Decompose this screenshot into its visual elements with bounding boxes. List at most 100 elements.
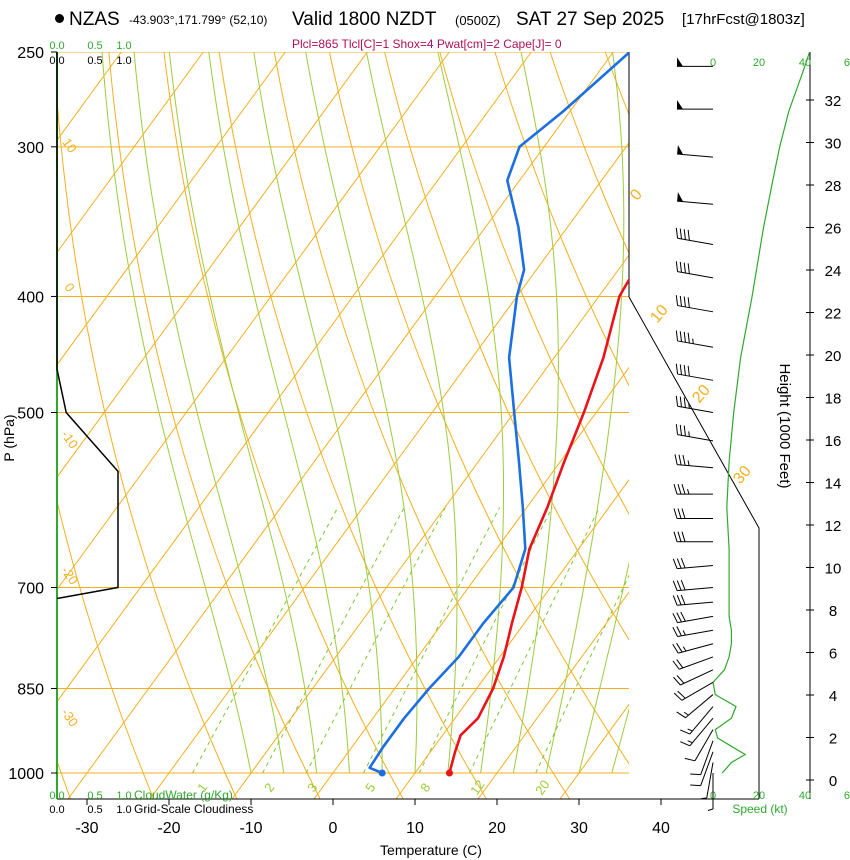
wind-barb-feather: [676, 642, 683, 653]
wind-barb-flag: [677, 192, 684, 202]
wind-barb-feather: [683, 296, 686, 308]
wind-barb-staff: [700, 740, 714, 775]
wind-barb-feather: [677, 508, 682, 519]
speed-tick-top: 60: [844, 57, 850, 69]
wind-barb-half-feather: [688, 431, 690, 437]
dry-adiabat: [604, 52, 629, 116]
speed-tick-bottom: 20: [753, 790, 765, 802]
wind-barb-flag: [677, 145, 684, 155]
height-tick-label: 18: [825, 391, 842, 408]
wind-barb-feather: [687, 332, 690, 344]
wind-barb-feather: [680, 594, 686, 605]
wind-barb-feather: [679, 331, 682, 342]
wind-barb: [707, 773, 714, 811]
temp-tick-label: 10: [406, 820, 424, 837]
wind-barb: [675, 363, 714, 381]
wind-barb-staff: [677, 564, 714, 570]
height-tick-label: 0: [829, 773, 837, 790]
wind-barb-staff: [679, 656, 714, 670]
temp-tick-label: -20: [157, 820, 180, 837]
pressure-tick-label: 700: [17, 580, 44, 597]
wind-barb-half-feather: [687, 728, 693, 732]
wind-barb-flag: [677, 100, 683, 110]
wind-barb-feather: [684, 757, 696, 762]
wind-barb-feather: [687, 297, 690, 308]
moist-adiabat: [133, 52, 285, 774]
temperature-profile: [448, 277, 629, 774]
wind-barb-feather: [687, 365, 690, 377]
isotherm: [231, 254, 629, 799]
speed-tick-bottom: 40: [799, 790, 811, 802]
height-tick-label: 30: [825, 136, 842, 153]
wind-barb-feather: [676, 612, 682, 623]
wind-barb-feather: [676, 626, 682, 637]
isotherm: [477, 591, 629, 799]
wind-barb-feather: [680, 558, 686, 569]
wind-barb: [684, 729, 714, 762]
dry-adiabat: [273, 52, 571, 799]
mixing-ratio-label: 5: [362, 780, 378, 795]
wind-barb-staff: [685, 694, 714, 719]
wind-barb-feather: [672, 595, 678, 606]
height-tick-label: 10: [825, 561, 842, 578]
wind-barb: [672, 626, 714, 638]
wind-barb-feather: [675, 395, 679, 407]
wind-barb-staff: [677, 405, 714, 413]
surface-dewpoint-marker: [378, 769, 386, 777]
height-tick-label: 12: [825, 518, 842, 535]
wind-barb-feather: [673, 508, 678, 519]
moist-adiabat: [611, 707, 629, 774]
speed-tick-top: 40: [799, 57, 811, 69]
wind-barb-feather: [680, 580, 686, 591]
dry-adiabat: [439, 52, 629, 516]
pressure-axis-title: P (hPa): [1, 414, 17, 461]
dry-adiabat: [384, 52, 629, 641]
cloudwater-tick-bottom: 0.5: [87, 790, 102, 802]
wind-barb-feather: [672, 626, 678, 637]
wind-barb-feather: [674, 454, 678, 465]
mixing-ratio-label: 2: [261, 780, 277, 795]
wind-barb: [690, 751, 714, 787]
wind-barb-feather: [681, 508, 686, 519]
wind-barb-feather: [675, 261, 679, 272]
mixing-ratio-line: [192, 507, 339, 774]
wind-barb-feather: [683, 397, 686, 408]
dry-adiabat-label: -30: [58, 705, 81, 729]
wind-barb-staff: [694, 729, 714, 762]
wind-speed-profile: [712, 51, 811, 774]
mixing-ratio-label: 20: [532, 777, 553, 797]
wind-barb-feather: [672, 643, 679, 654]
wind-barb-feather: [680, 729, 691, 735]
isotherm: [313, 366, 629, 799]
wind-barb-feather: [683, 365, 686, 376]
height-tick-label: 8: [829, 603, 837, 620]
wind-barb: [677, 145, 714, 158]
wind-barb-feather: [673, 692, 683, 701]
wind-barb-feather: [679, 364, 682, 375]
wind-barb-half-feather: [692, 338, 694, 344]
wind-barb-flag: [677, 57, 683, 67]
dry-adiabat: [108, 52, 321, 799]
wind-barb-half-feather: [687, 460, 690, 466]
moist-adiabat: [168, 52, 318, 774]
mixing-ratio-label: 8: [417, 780, 433, 795]
dry-adiabat: [494, 52, 629, 387]
wind-barb-staff: [677, 629, 714, 638]
height-tick-label: 14: [825, 476, 842, 493]
wind-barb: [672, 611, 714, 624]
wind-barb-feather: [675, 424, 679, 435]
wind-barb-feather: [683, 229, 686, 240]
height-axis-title: Height (1000 Feet): [776, 363, 793, 488]
wind-barb-staff: [677, 305, 714, 313]
wind-barb-feather: [681, 484, 686, 495]
height-tick-label: 4: [829, 688, 837, 705]
wind-barb-feather: [679, 261, 682, 273]
pressure-tick-label: 250: [17, 45, 44, 62]
speed-tick-top: 20: [753, 57, 765, 69]
wind-barb-staff: [677, 237, 714, 246]
isotherm: [57, 52, 532, 703]
wind-barb-staff: [706, 762, 714, 799]
wind-barb: [701, 762, 714, 800]
wind-barb-staff: [681, 681, 714, 701]
